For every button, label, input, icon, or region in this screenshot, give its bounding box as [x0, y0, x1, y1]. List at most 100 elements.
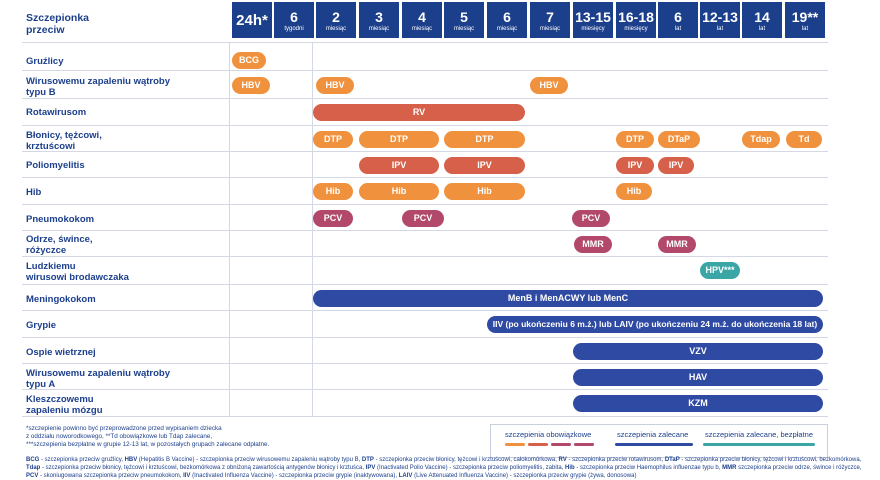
- pill-dtp: DTP: [313, 131, 353, 148]
- row-divider: [22, 151, 828, 152]
- age-unit: lat: [716, 26, 724, 32]
- row-label: Błonicy, tężcowi, krztuścowi: [26, 130, 102, 152]
- pill-rv: RV: [313, 104, 525, 121]
- abbreviation-key: PCV: [26, 473, 39, 479]
- row-divider: [22, 125, 828, 126]
- age-column-header: 6 miesiąc: [487, 2, 527, 38]
- pill-dtp: DTP: [444, 131, 525, 148]
- age-column-header: 2 miesiąc: [316, 2, 356, 38]
- abbreviation-key: DTP: [361, 457, 374, 463]
- age-column-header: 4 miesiąc: [402, 2, 442, 38]
- age-unit: tygodni: [284, 26, 304, 32]
- abbreviation-key: IPV: [365, 465, 376, 471]
- legend-swatch-orange: [505, 443, 525, 446]
- legend: szczepienia obowiązkowe szczepienia zale…: [490, 424, 828, 458]
- age-unit: lat: [758, 26, 766, 32]
- age-value: 6: [674, 9, 682, 25]
- abbreviation-desc: - szczepionka przeciw błonicy, tężcowi i…: [373, 457, 559, 463]
- abbreviation-key: Hib: [565, 465, 575, 471]
- pill-pcv: PCV: [402, 210, 444, 227]
- pill-dtp: DTP: [359, 131, 439, 148]
- age-value: 16-18: [618, 9, 654, 25]
- row-label: Wirusowemu zapaleniu wątroby typu A: [26, 368, 170, 390]
- row-label: Pneumokokom: [26, 214, 94, 225]
- row-label-line1: Wirusowemu zapaleniu wątroby: [26, 76, 171, 87]
- row-divider: [22, 284, 828, 285]
- row-divider: [22, 204, 828, 205]
- abbreviation-key: HBV: [124, 457, 138, 463]
- legend-swatch-mauve: [551, 443, 571, 446]
- pill-bcg: BCG: [232, 52, 266, 69]
- row-label: Meningokokom: [26, 294, 96, 305]
- age-value: 4: [418, 9, 426, 25]
- age-column-header: 24h*: [232, 2, 272, 38]
- row-label-line2: krztuścowi: [26, 141, 76, 152]
- age-value: 14: [754, 9, 770, 25]
- row-divider: [22, 230, 828, 231]
- age-column-header: 13-15 miesięcy: [573, 2, 613, 38]
- pill-dtp: DTP: [616, 131, 654, 148]
- pill-hib: Hib: [359, 183, 439, 200]
- abbreviation-desc: (Live Attenuated Influenza Vaccine) - sz…: [412, 473, 637, 479]
- age-column-header: 6 lat: [658, 2, 698, 38]
- row-divider: [22, 337, 828, 338]
- row-label-line2: typu B: [26, 87, 56, 98]
- row-label-line1: Odrze, śwince,: [26, 234, 93, 245]
- pill-pcv: PCV: [313, 210, 353, 227]
- legend-swatch-mauve-2: [574, 443, 594, 446]
- age-unit: miesięcy: [581, 26, 605, 32]
- header-title-line1: Szczepionka: [26, 12, 90, 24]
- pill-ipv: IPV: [616, 157, 654, 174]
- row-divider: [22, 42, 828, 43]
- pill-kzm: KZM: [573, 395, 823, 412]
- abbreviation-desc: (Inactivated Polio Vaccine) - szczepionk…: [375, 465, 566, 471]
- age-column-header: 14 lat: [742, 2, 782, 38]
- row-label: Odrze, śwince, różyczce: [26, 234, 93, 256]
- pill-ipv: IPV: [658, 157, 694, 174]
- pill-ipv: IPV: [444, 157, 525, 174]
- row-label-line2: typu A: [26, 379, 56, 390]
- pill-mmr: MMR: [658, 236, 696, 253]
- row-divider: [22, 416, 828, 417]
- pill-ipv: IPV: [359, 157, 439, 174]
- pill-hpv: HPV***: [700, 262, 740, 279]
- abbreviation-desc: szczepionka przeciw odrze, śwince i róży…: [736, 465, 862, 471]
- row-label-line1: Meningokokom: [26, 294, 96, 305]
- abbreviation-desc: - szczepionka przeciw błonicy, tężcowi i…: [679, 457, 862, 463]
- pill-hib: Hib: [313, 183, 353, 200]
- row-divider: [22, 363, 828, 364]
- age-column-header: 5 miesiąc: [444, 2, 484, 38]
- row-divider: [22, 310, 828, 311]
- pill-influenza: IIV (po ukończeniu 6 m.ż.) lub LAIV (po …: [487, 316, 823, 333]
- abbreviation-key: LAIV: [398, 473, 413, 479]
- row-label-line1: Grypie: [26, 320, 57, 331]
- table-header-title: Szczepionka przeciw: [26, 12, 89, 36]
- legend-swatch-navy: [615, 443, 693, 446]
- pill-hib: Hib: [444, 183, 525, 200]
- row-label: Gruźlicy: [26, 56, 64, 67]
- header-title-line2: przeciw: [26, 24, 65, 36]
- row-label-line1: Ludzkiemu: [26, 261, 76, 272]
- pill-hbv: HBV: [530, 77, 568, 94]
- row-label-line2: wirusowi brodawczaka: [26, 272, 129, 283]
- pill-mmr: MMR: [574, 236, 612, 253]
- footnote-3: ***szczepienia bezpłatne w grupie 12-13 …: [26, 441, 270, 448]
- abbreviation-key: DTaP: [664, 457, 680, 463]
- age-unit: lat: [674, 26, 682, 32]
- row-label-line1: Gruźlicy: [26, 56, 64, 67]
- abbreviation-key: BCG: [26, 457, 40, 463]
- row-label: Grypie: [26, 320, 56, 331]
- abbreviation-key: MMR: [722, 465, 737, 471]
- pill-dtap: DTaP: [658, 131, 700, 148]
- column-divider: [229, 42, 230, 416]
- age-value: 6: [290, 9, 298, 25]
- abbreviation-desc: - szczepionka przeciw rotawirusom,: [566, 457, 665, 463]
- age-unit: miesiąc: [496, 26, 518, 32]
- age-column-header: 7 miesiąc: [530, 2, 570, 38]
- footnote-1: *szczepienie powinno być przeprowadzone …: [26, 425, 222, 432]
- pill-hbv: HBV: [316, 77, 354, 94]
- age-unit: miesiąc: [325, 26, 347, 32]
- legend-swatch-teal: [703, 443, 815, 446]
- row-label-line1: Poliomyelitis: [26, 160, 85, 171]
- age-value: 13-15: [575, 9, 611, 25]
